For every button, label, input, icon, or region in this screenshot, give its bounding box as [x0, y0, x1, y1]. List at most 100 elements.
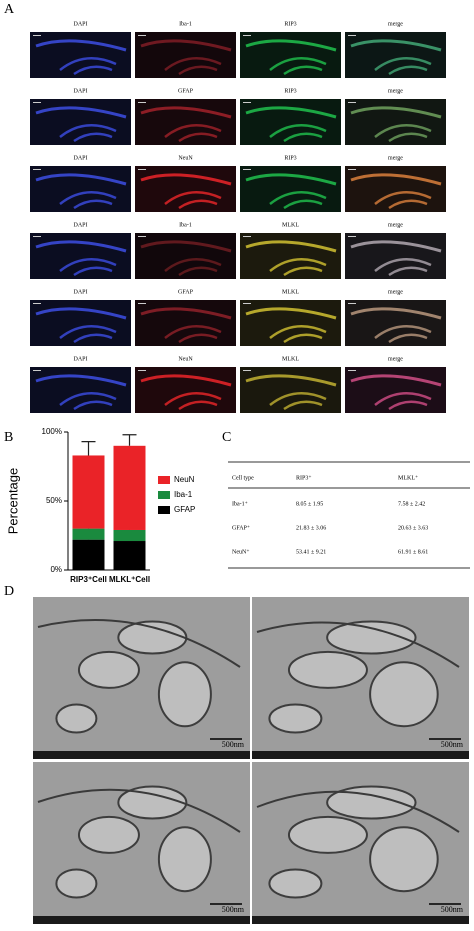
- scale-bar: [138, 236, 146, 237]
- table-cell: 20.63 ± 3.63: [398, 525, 428, 531]
- info-bar: [33, 751, 250, 759]
- tissue-layer: [245, 39, 337, 52]
- channel-label: RIP3: [284, 88, 296, 94]
- y-axis-title: Percentage: [5, 468, 20, 535]
- scale-bar: [243, 169, 251, 170]
- tissue-layer: [245, 374, 337, 387]
- scale-bar: [33, 370, 41, 371]
- tissue-layer: [245, 240, 337, 253]
- info-bar: [252, 751, 469, 759]
- tissue-layer: [350, 173, 442, 186]
- tissue-layer: [164, 191, 222, 210]
- channel-label: DAPI: [73, 88, 87, 94]
- tissue-layer: [245, 307, 337, 320]
- organelle: [287, 815, 368, 854]
- scale-bar: [243, 370, 251, 371]
- tissue-layer: [164, 392, 222, 411]
- scale-label: 500nm: [441, 905, 464, 914]
- bar-segment: [72, 455, 105, 529]
- tissue-layer: [374, 191, 432, 210]
- panel-label: B: [4, 430, 13, 445]
- scale-bar: [138, 35, 146, 36]
- organelle: [157, 826, 212, 893]
- membrane: [256, 621, 460, 668]
- table-header: RIP3⁺: [296, 474, 312, 481]
- organelle: [369, 826, 439, 893]
- panel-label: A: [4, 2, 15, 17]
- tissue-layer: [35, 307, 127, 320]
- organelle: [55, 703, 98, 734]
- scale-bar: [348, 370, 356, 371]
- error-bar: [122, 434, 137, 446]
- tissue-layer: [59, 258, 117, 277]
- table-cell: 53.41 ± 9.21: [296, 549, 326, 555]
- info-bar: [252, 916, 469, 924]
- panel-label: C: [222, 430, 231, 445]
- tissue-layer: [164, 57, 222, 76]
- tissue-layer: [59, 325, 117, 344]
- table-cell: 21.83 ± 3.06: [296, 525, 326, 531]
- membrane: [37, 788, 241, 833]
- table-header: MLKL⁺: [398, 474, 418, 481]
- tissue-layer: [164, 325, 222, 344]
- bar-segment: [72, 528, 105, 540]
- scale-bar: [243, 236, 251, 237]
- tissue-layer: [350, 106, 442, 119]
- legend-label: NeuN: [174, 475, 195, 484]
- tissue-layer: [350, 39, 442, 52]
- tissue-layer: [350, 240, 442, 253]
- organelle: [77, 815, 140, 854]
- tissue-layer: [350, 374, 442, 387]
- table-cell: NeuN⁺: [232, 548, 250, 555]
- channel-label: DAPI: [73, 155, 87, 161]
- channel-label: GFAP: [178, 289, 194, 295]
- y-tick-label: 0%: [50, 565, 62, 574]
- tissue-layer: [374, 124, 432, 143]
- tissue-layer: [140, 173, 232, 186]
- tissue-layer: [35, 374, 127, 387]
- organelle: [117, 785, 188, 820]
- scale-bar: [243, 102, 251, 103]
- scale-bar: [33, 102, 41, 103]
- organelle: [326, 620, 417, 655]
- scale-bar: [138, 102, 146, 103]
- organelle: [326, 785, 417, 820]
- scale-bar: [33, 169, 41, 170]
- organelle: [77, 650, 140, 689]
- scale-label: 500nm: [222, 740, 245, 749]
- scale-bar: [348, 102, 356, 103]
- tissue-layer: [59, 392, 117, 411]
- organelle: [268, 703, 323, 734]
- channel-label: DAPI: [73, 289, 87, 295]
- organelle: [287, 650, 368, 689]
- scale-bar: [138, 370, 146, 371]
- scale-bar: [138, 169, 146, 170]
- table-cell: 8.05 ± 1.95: [296, 501, 323, 507]
- channel-label: MLKL: [282, 289, 299, 295]
- error-bar: [81, 441, 96, 456]
- channel-label: GFAP: [178, 88, 194, 94]
- tissue-layer: [269, 191, 327, 210]
- legend-swatch: [158, 476, 170, 484]
- legend-swatch: [158, 491, 170, 499]
- tissue-layer: [269, 392, 327, 411]
- scale-bar: [348, 303, 356, 304]
- tissue-layer: [59, 191, 117, 210]
- tissue-layer: [140, 307, 232, 320]
- channel-label: merge: [388, 155, 403, 161]
- table-cell: GFAP⁺: [232, 524, 250, 531]
- tissue-layer: [245, 106, 337, 119]
- organelle: [369, 661, 439, 728]
- membrane: [37, 619, 241, 668]
- tissue-layer: [374, 392, 432, 411]
- channel-label: NeuN: [178, 356, 193, 362]
- bar-segment: [72, 539, 105, 570]
- y-tick-label: 50%: [46, 496, 62, 505]
- legend-swatch: [158, 506, 170, 514]
- channel-label: DAPI: [73, 222, 87, 228]
- legend-label: Iba-1: [174, 490, 193, 499]
- x-tick-label: RIP3⁺Cell: [70, 575, 107, 584]
- tissue-layer: [269, 325, 327, 344]
